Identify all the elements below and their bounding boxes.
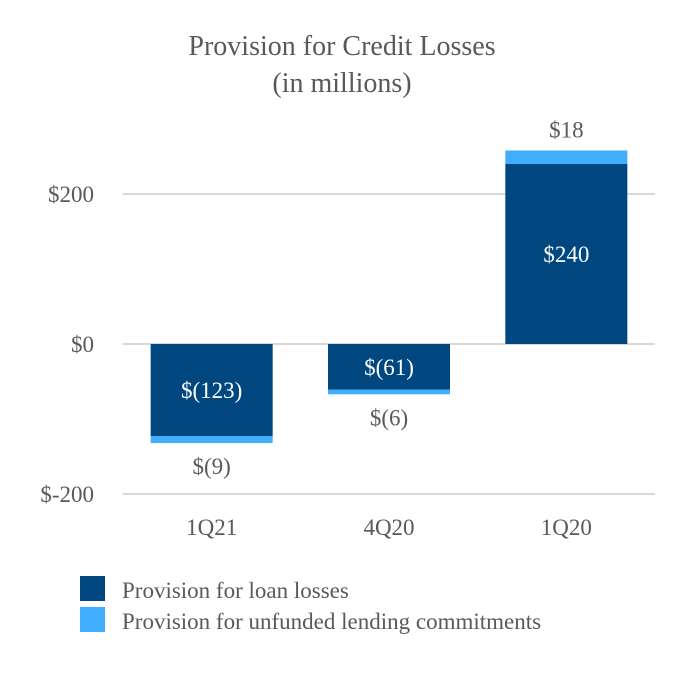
legend-swatch-loan-losses <box>80 576 105 601</box>
x-category-label: 1Q20 <box>541 515 592 540</box>
x-axis-categories: 1Q21 4Q20 1Q20 <box>186 515 592 540</box>
chart-subtitle: (in millions) <box>272 68 411 99</box>
data-label-1q20-series-0: $240 <box>543 242 589 267</box>
x-category-label: 4Q20 <box>363 515 414 540</box>
data-label-1q21-series-0: $(123) <box>181 378 242 403</box>
data-label-1q20-series-1: $18 <box>549 118 584 143</box>
bar-1q20-series-1 <box>505 150 628 164</box>
data-label-1q21-series-1: $(9) <box>193 454 231 479</box>
bar-4q20-series-1 <box>328 389 450 395</box>
legend-label-loan-losses: Provision for loan losses <box>122 578 349 603</box>
y-tick-label: $-200 <box>40 482 94 507</box>
y-tick-label: $0 <box>71 332 94 357</box>
y-axis-ticks: $-200 $0 $200 <box>40 182 94 507</box>
bar-1q21-series-0 <box>150 344 273 437</box>
legend-label-unfunded-commitments: Provision for unfunded lending commitmen… <box>122 609 541 634</box>
bar-4q20-series-0 <box>328 344 450 390</box>
y-tick-label: $200 <box>48 182 94 207</box>
x-category-label: 1Q21 <box>186 515 237 540</box>
chart-title: Provision for Credit Losses <box>188 31 495 62</box>
data-label-4q20-series-1: $(6) <box>370 405 408 430</box>
bar-labels: $(123) $(9) $(61) $(6) $240 $18 <box>181 118 589 480</box>
bar-1q20-series-0 <box>505 164 628 344</box>
legend: Provision for loan losses Provision for … <box>80 576 541 634</box>
bar-1q21-series-1 <box>150 436 273 443</box>
legend-swatch-unfunded-commitments <box>80 607 105 632</box>
data-label-4q20-series-0: $(61) <box>364 355 414 380</box>
bars <box>150 150 628 443</box>
